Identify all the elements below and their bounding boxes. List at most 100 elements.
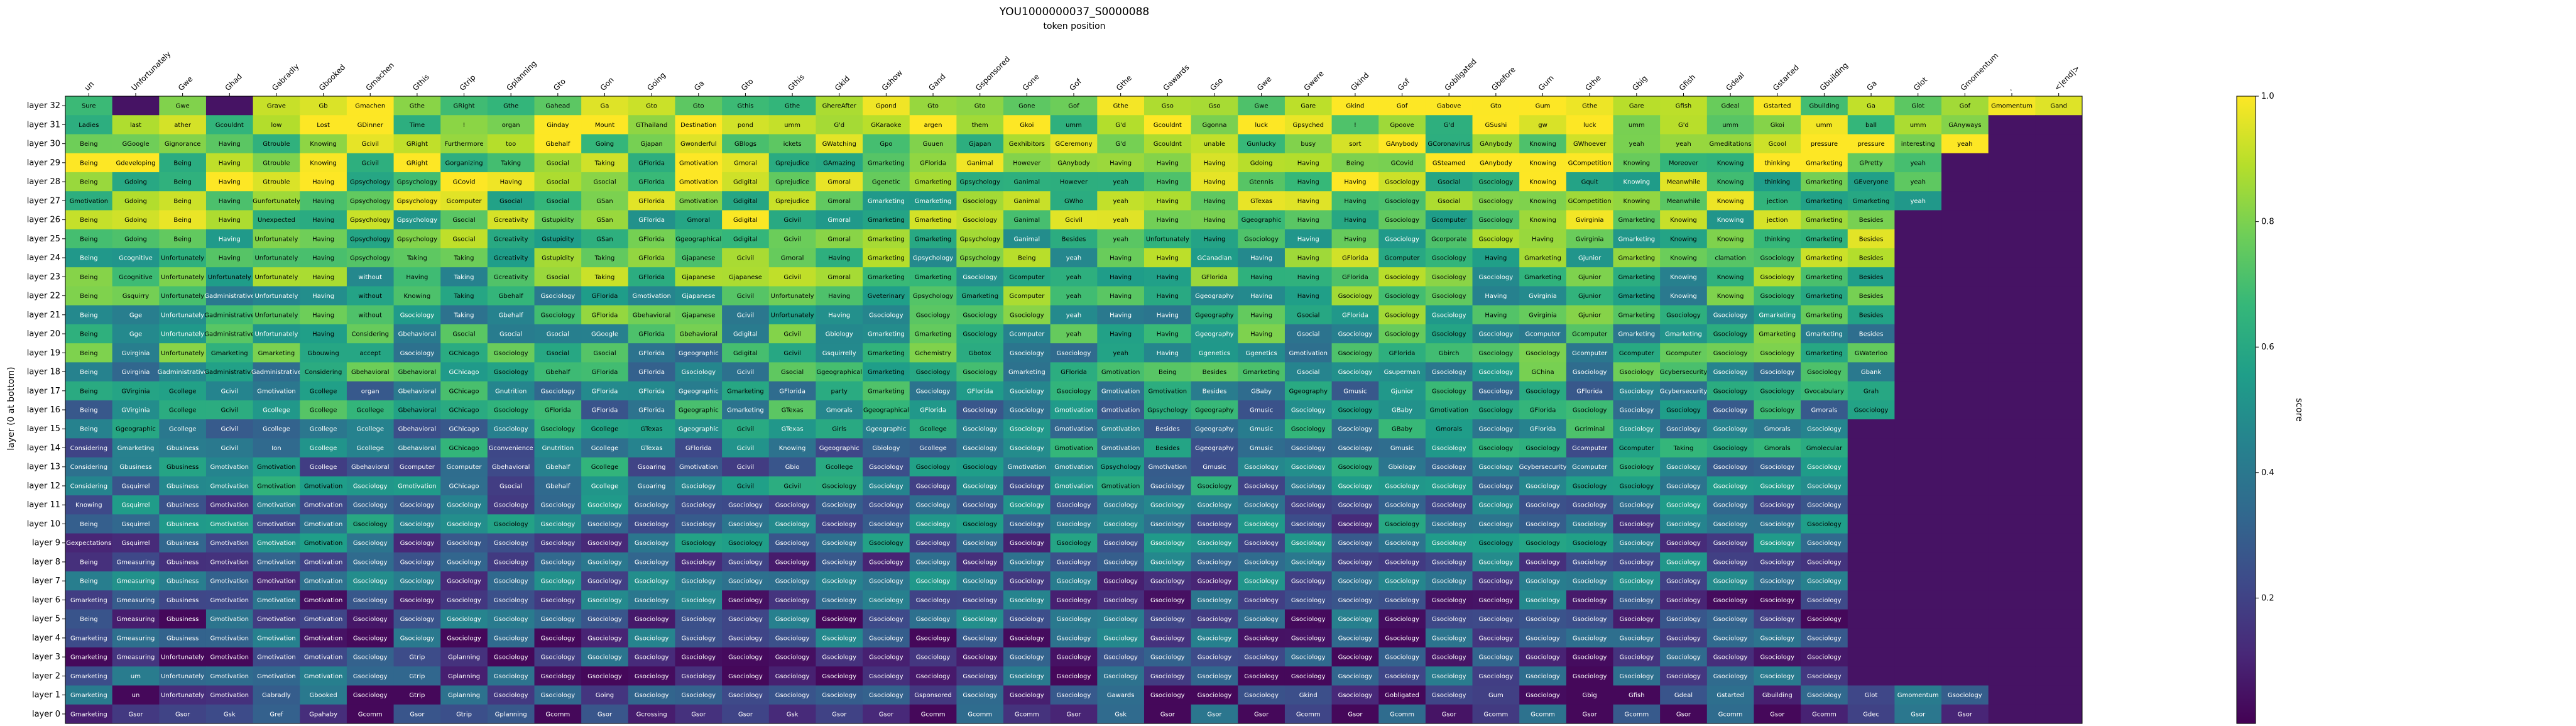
heatmap-cell [393, 115, 441, 135]
cell-label: Gmotivation [679, 179, 718, 186]
cell-label: Gmarketing [1618, 255, 1655, 262]
cell-label: Gsociology [1198, 559, 1232, 566]
cell-label: Besides [1859, 312, 1884, 319]
cell-label: Gcybersecurity [1660, 388, 1708, 395]
cell-label: Gadministrative [158, 369, 208, 376]
heatmap-cell [1660, 229, 1708, 249]
cell-label: un [132, 692, 140, 699]
cell-label: Gpsychology [350, 217, 390, 224]
heatmap-cell [159, 248, 207, 268]
cell-label: Gsociology [1432, 255, 1466, 262]
cell-label: Gsociology [587, 521, 622, 528]
cell-label: Gsociology [1385, 217, 1419, 224]
cell-label: Gsociology [1525, 483, 1560, 490]
heatmap-cell [1566, 153, 1613, 173]
cell-label: Gsociology [1854, 407, 1889, 414]
heatmap-cell [2035, 286, 2083, 306]
cell-label: Gsociology [587, 635, 622, 642]
cell-label: Gsor [738, 711, 753, 718]
cell-label: Gsociology [1760, 540, 1794, 547]
heatmap-cell [1284, 134, 1333, 154]
heatmap-cell [1754, 267, 1801, 287]
x-axis-label: token position [1043, 21, 1105, 31]
cell-label: Knowing [1529, 198, 1556, 205]
cell-label: Gmarketing [868, 217, 905, 224]
cell-label: Gsociology [681, 578, 716, 585]
heatmap-cell [863, 115, 910, 135]
cell-label: Gmarketing [1806, 274, 1843, 281]
x-tick-label: Gone [1021, 72, 1041, 92]
heatmap-cell [1847, 229, 1895, 249]
cell-label: Meanwhile [1667, 198, 1700, 205]
cell-label: Gsociology [1525, 388, 1560, 395]
cell-label: Gsociology [869, 502, 903, 509]
cell-label: interesting [1901, 141, 1935, 148]
heatmap-cell [440, 115, 488, 135]
heatmap-cell [1191, 96, 1238, 116]
cell-label: Gbotox [969, 350, 991, 357]
heatmap-cell [205, 210, 254, 230]
cell-label: umm [1910, 122, 1926, 129]
cell-label: Gmotivation [679, 198, 718, 205]
cell-label: yeah [1066, 331, 1082, 338]
heatmap-cell [1706, 191, 1754, 211]
cell-label: GhereAfter [822, 103, 857, 110]
cell-label: Gsociology [1244, 578, 1279, 585]
cell-label: Gsociology [1479, 540, 1514, 547]
cell-label: Gsociology [1103, 635, 1138, 642]
heatmap-cell [1660, 96, 1708, 116]
cell-label: Gsociology [916, 559, 951, 566]
y-tick-label: layer 13 [27, 463, 60, 472]
cell-label: Gsociology [1525, 350, 1560, 357]
cell-label: Gvirginia [1576, 236, 1604, 243]
heatmap-cell [1847, 609, 1895, 629]
cell-label: Gsociology [1432, 578, 1466, 585]
cell-label: GAnybody [1386, 141, 1419, 148]
cell-label: Being [80, 407, 97, 414]
heatmap-cell [440, 172, 488, 192]
cell-label: pond [738, 122, 753, 129]
cell-label: Gmotivation [1054, 483, 1093, 490]
x-tick-label: Gthis [786, 72, 806, 92]
cell-label: Being [80, 331, 97, 338]
cell-label: Gbiology [872, 445, 900, 452]
cell-label: Gcomputer [1009, 293, 1045, 300]
cell-label: Gsocial [452, 236, 475, 243]
cell-label: GAmazing [823, 160, 855, 167]
cell-label: Gsociology [1291, 502, 1326, 509]
heatmap-cell [534, 229, 582, 249]
cell-label: Gsociology [1713, 369, 1748, 376]
cell-label: GAnybody [1480, 160, 1512, 167]
cell-label: Gmarketing [1759, 331, 1796, 338]
heatmap-cell [581, 248, 629, 268]
cell-label: Gcivil [221, 445, 239, 452]
heatmap-cell [1894, 248, 1942, 268]
heatmap-cell [1894, 362, 1942, 382]
cell-label: Gpo [880, 141, 892, 148]
heatmap-cell [1425, 248, 1473, 268]
cell-label: GFlorida [967, 388, 993, 395]
cell-label: Gsociology [1619, 635, 1654, 642]
cell-label: Gsociology [1198, 616, 1232, 623]
cell-label: Having [1157, 331, 1179, 338]
cell-label: Gsociology [963, 692, 997, 699]
cell-label: Having [1250, 293, 1272, 300]
cell-label: Gsociology [869, 578, 903, 585]
cell-label: Gsociology [822, 502, 856, 509]
cell-label: Gsor [598, 711, 613, 718]
cell-label: Gsociology [1291, 483, 1326, 490]
cell-label: Gsociology [822, 578, 856, 585]
cell-label: Gbehalf [499, 293, 523, 300]
cell-label: Having [1110, 312, 1132, 319]
cell-label: Gstupidity [542, 236, 574, 243]
cell-label: Gsociology [1713, 616, 1748, 623]
cell-label: Gsociology [1619, 540, 1654, 547]
x-tick-label: Gmachen [364, 61, 396, 93]
y-tick-label: layer 7 [32, 576, 60, 586]
cell-label: Gsociology [822, 654, 856, 661]
cell-label: Gsociology [447, 635, 481, 642]
heatmap-cell [1894, 134, 1942, 154]
cell-label: Gfish [1676, 103, 1692, 110]
cell-label: Gkind [1346, 103, 1364, 110]
heatmap-cell [1003, 210, 1051, 230]
